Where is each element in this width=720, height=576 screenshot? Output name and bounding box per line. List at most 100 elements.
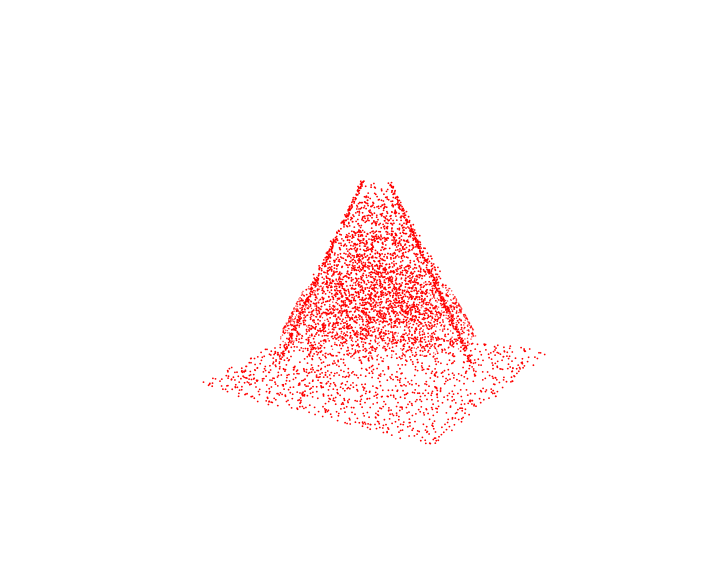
cone-surface-point [354, 299, 357, 302]
cone-surface-point [338, 291, 341, 294]
base-point [245, 365, 247, 368]
base-point [349, 419, 351, 421]
cone-surface-point [338, 285, 341, 288]
base-point [406, 425, 409, 428]
base-point [344, 421, 346, 424]
cone-surface-point [384, 270, 387, 272]
cone-surface-point [382, 294, 385, 296]
base-point [436, 376, 439, 378]
cone-surface-point [414, 297, 417, 299]
cone-surface-point [286, 324, 289, 327]
cone-surface-point [447, 346, 450, 349]
cone-surface-point [374, 283, 377, 286]
cone-surface-point [394, 315, 397, 318]
cone-ring-point [471, 331, 474, 334]
base-point [376, 346, 378, 349]
cone-ring-point [301, 307, 303, 309]
base-point [443, 338, 445, 341]
cone-surface-point [358, 212, 361, 214]
cone-edge-point [446, 305, 448, 308]
base-point [328, 364, 331, 366]
cone-surface-point [422, 325, 424, 327]
cone-surface-point [380, 215, 383, 217]
cone-surface-point [339, 289, 342, 292]
cone-surface-point [386, 231, 389, 234]
base-point [397, 364, 400, 366]
cone-edge-point [340, 222, 343, 224]
cone-surface-point [413, 266, 416, 269]
base-point [299, 397, 302, 399]
cone-surface-point [437, 311, 440, 313]
cone-surface-point [435, 273, 437, 276]
cone-ring-point [411, 351, 413, 354]
cone-surface-point [358, 224, 361, 227]
cone-surface-point [394, 304, 396, 307]
cone-surface-point [407, 290, 409, 293]
cone-surface-point [331, 328, 334, 330]
cone-surface-point [334, 314, 337, 316]
cone-surface-point [330, 292, 333, 295]
cone-edge-point [294, 329, 297, 332]
cone-surface-point [325, 281, 328, 284]
cone-edge-point [424, 260, 427, 262]
cone-surface-point [471, 332, 474, 335]
cone-surface-point [421, 336, 424, 339]
base-point [238, 389, 241, 391]
base-point [432, 425, 434, 428]
cone-surface-point [384, 253, 386, 256]
cone-surface-point [399, 261, 402, 263]
cone-surface-point [308, 324, 310, 327]
base-point [419, 398, 421, 401]
base-point [322, 330, 325, 333]
cone-ring-point [317, 346, 319, 348]
cone-ring-point [295, 305, 297, 307]
base-point [295, 337, 298, 340]
cone-surface-point [430, 289, 433, 292]
cone-ring-point [280, 338, 282, 340]
cone-surface-point [330, 313, 333, 315]
cone-edge-point [472, 362, 475, 365]
cone-surface-point [358, 245, 361, 247]
cone-surface-point [429, 299, 431, 302]
cone-surface-point [403, 267, 406, 269]
cone-surface-point [392, 270, 395, 272]
base-point [244, 393, 247, 395]
base-point [519, 368, 521, 370]
cone-surface-point [390, 321, 393, 324]
base-point [378, 374, 380, 377]
cone-surface-point [353, 333, 356, 336]
cone-surface-point [395, 239, 397, 242]
base-point [410, 379, 413, 382]
cone-surface-point [372, 230, 374, 233]
base-point [298, 338, 301, 340]
cone-surface-point [357, 277, 360, 280]
cone-surface-point [318, 265, 320, 267]
base-point [359, 374, 362, 376]
cone-surface-point [354, 246, 357, 249]
cone-surface-point [392, 309, 395, 311]
cone-surface-point [368, 268, 370, 270]
base-point [480, 353, 483, 356]
base-point [460, 346, 462, 349]
cone-ring-point [403, 312, 405, 314]
base-point [455, 340, 457, 343]
cone-surface-point [335, 318, 338, 320]
cone-surface-point [402, 254, 405, 257]
cone-surface-point [401, 300, 404, 303]
base-point [267, 371, 270, 374]
cone-surface-point [291, 324, 294, 327]
base-point [421, 366, 424, 369]
base-point [311, 366, 314, 369]
cone-surface-point [391, 200, 394, 203]
cone-surface-point [383, 281, 386, 283]
cone-surface-point [347, 221, 350, 224]
cone-ring-point [289, 319, 292, 321]
base-point [240, 367, 243, 370]
base-point [333, 400, 336, 402]
base-point [433, 373, 436, 376]
base-point [404, 377, 407, 380]
cone-surface-point [362, 312, 365, 315]
cone-ring-point [436, 297, 439, 299]
cone-surface-point [398, 228, 401, 231]
